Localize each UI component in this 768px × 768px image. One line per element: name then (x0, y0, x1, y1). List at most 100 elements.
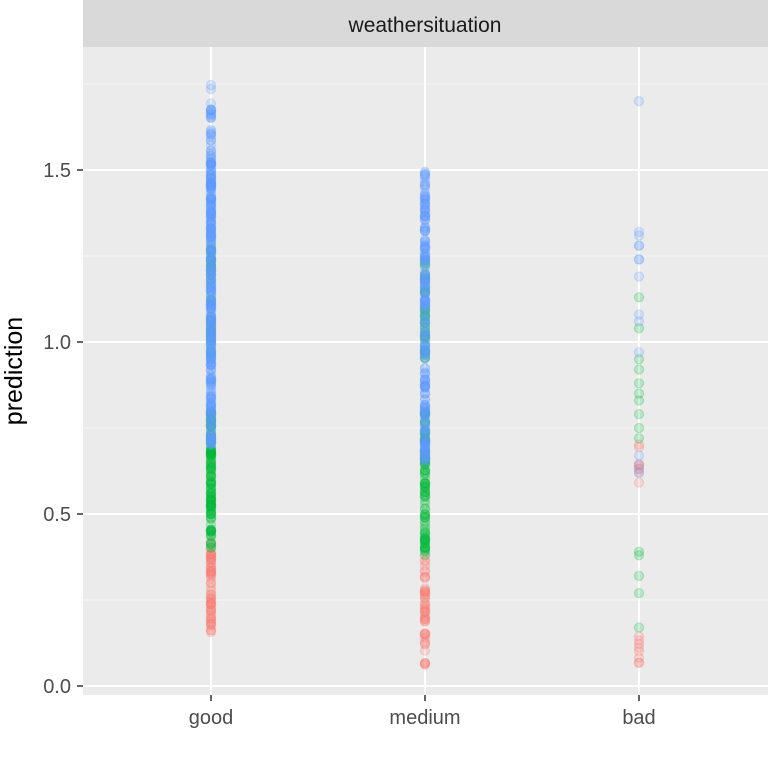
data-point (419, 394, 431, 405)
data-point (205, 260, 217, 271)
data-point (419, 377, 431, 388)
data-point (419, 244, 431, 255)
data-point (419, 498, 431, 510)
data-point (419, 250, 431, 262)
data-point (633, 95, 645, 107)
data-point (205, 325, 217, 336)
data-point (419, 457, 431, 468)
data-point (419, 586, 431, 597)
data-point (205, 104, 217, 116)
data-point (205, 549, 217, 560)
data-point (205, 562, 217, 573)
data-point (205, 295, 217, 306)
data-point (419, 277, 431, 288)
data-point (205, 314, 217, 326)
data-point (205, 339, 217, 351)
data-point (205, 382, 217, 393)
data-point (205, 428, 217, 439)
data-point (205, 299, 217, 310)
data-point (205, 224, 217, 236)
data-point (205, 183, 217, 195)
data-point (205, 244, 217, 256)
data-point (419, 616, 431, 627)
data-point (205, 194, 217, 205)
data-point (419, 352, 431, 363)
data-point (205, 598, 217, 609)
data-point (205, 210, 217, 221)
data-point (205, 421, 217, 432)
data-point (205, 447, 217, 458)
data-point (205, 568, 217, 580)
data-point (205, 181, 217, 192)
data-point (419, 436, 431, 447)
data-point (419, 225, 431, 236)
data-point (419, 450, 431, 461)
data-point (205, 290, 217, 301)
data-point (205, 351, 217, 362)
data-point (205, 500, 217, 512)
data-point (205, 459, 217, 470)
data-point (205, 256, 217, 267)
data-point (205, 594, 217, 605)
data-point (419, 193, 431, 205)
data-point (205, 260, 217, 271)
data-point (205, 374, 217, 386)
data-point (419, 409, 431, 420)
data-point (419, 204, 431, 216)
data-point (419, 454, 431, 465)
data-point (205, 446, 217, 457)
data-point (419, 446, 431, 458)
data-point (205, 303, 217, 314)
data-point (205, 430, 217, 442)
data-point (419, 362, 431, 374)
data-point (419, 344, 431, 355)
data-point (633, 254, 645, 265)
data-point (205, 264, 217, 275)
data-point (205, 563, 217, 574)
data-point (205, 400, 217, 412)
data-point (205, 218, 217, 230)
data-point (205, 108, 217, 119)
data-point (419, 458, 431, 469)
data-point (205, 111, 217, 122)
data-point (205, 222, 217, 234)
data-point (205, 448, 217, 460)
data-point (205, 612, 217, 624)
data-point (205, 437, 217, 448)
data-point (419, 344, 431, 355)
data-point (419, 363, 431, 374)
data-point (205, 489, 217, 500)
data-point (205, 278, 217, 289)
data-point (419, 169, 431, 181)
data-point (205, 360, 217, 371)
data-point (205, 548, 217, 559)
data-point (205, 266, 217, 277)
data-point (205, 265, 217, 277)
data-point (205, 406, 217, 418)
data-point (419, 330, 431, 342)
data-point (205, 181, 217, 192)
data-point (205, 329, 217, 340)
data-point (205, 171, 217, 183)
data-point (205, 269, 217, 280)
data-point (419, 199, 431, 210)
data-point (419, 311, 431, 322)
data-point (419, 434, 431, 445)
data-point (633, 638, 645, 650)
data-point (419, 441, 431, 452)
data-point (205, 296, 217, 307)
data-point (419, 314, 431, 325)
data-point (419, 435, 431, 446)
data-point (205, 209, 217, 220)
data-point (205, 256, 217, 268)
data-point (205, 508, 217, 519)
data-point (205, 254, 217, 266)
data-point (205, 512, 217, 523)
data-point (205, 373, 217, 385)
data-point (419, 222, 431, 234)
data-point (419, 443, 431, 455)
data-point (633, 364, 645, 375)
data-point (419, 225, 431, 237)
data-point (419, 541, 431, 553)
data-point (419, 632, 431, 643)
